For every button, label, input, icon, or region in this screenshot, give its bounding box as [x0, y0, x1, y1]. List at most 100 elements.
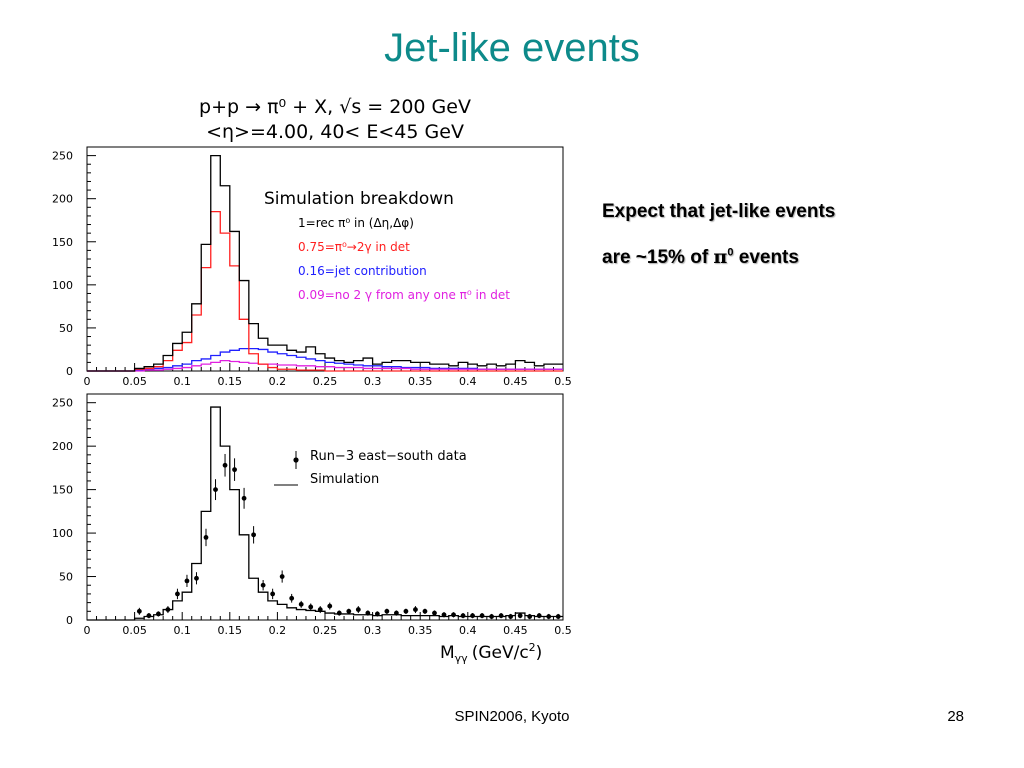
figure-panels: p+p → π⁰ + X, √s = 200 GeV <η>=4.00, 40<…	[52, 96, 572, 665]
data-point	[508, 614, 514, 619]
top-x-tick-label: 0.4	[459, 375, 477, 388]
note-line-2-prefix: are ~15% of	[602, 247, 714, 268]
xlabel-units-close: )	[536, 643, 543, 663]
data-point	[489, 614, 494, 619]
top-x-tick-label: 0.15	[218, 375, 243, 388]
top-x-tick-label: 0.1	[173, 375, 191, 388]
bottom-y-tick-label: 0	[66, 614, 73, 627]
data-point	[175, 591, 180, 597]
figure-header-line1: p+p → π⁰ + X, √s = 200 GeV	[199, 96, 471, 118]
data-point	[136, 608, 142, 614]
note-line-2-suffix: events	[733, 247, 799, 268]
data-point	[317, 607, 323, 612]
data-point	[165, 607, 171, 612]
top-x-tick-label: 0.25	[313, 375, 338, 388]
data-point	[260, 582, 266, 588]
bottom-series	[87, 406, 563, 621]
bottom-x-tick-label: 0.25	[313, 624, 338, 637]
bottom-x-tick-label: 0.35	[408, 624, 433, 637]
bottom-x-tick-label: 0.4	[459, 624, 477, 637]
series-no2g-histogram	[87, 360, 563, 372]
legend-marker-data	[293, 457, 299, 463]
data-point	[394, 610, 399, 616]
data-point	[184, 578, 190, 584]
data-point	[441, 612, 447, 618]
note-line-2: are ~15% of π0 events	[602, 246, 799, 269]
bottom-plot-frame	[86, 393, 564, 621]
data-point	[213, 487, 218, 493]
series-jet-histogram	[87, 347, 563, 372]
bottom-y-tick-label: 100	[52, 527, 73, 540]
legend-entry-data: Run−3 east−south data	[310, 449, 467, 464]
data-point	[327, 603, 333, 609]
data-point	[222, 462, 228, 468]
slide-title: Jet-like events	[384, 26, 640, 70]
top-y-tick-label: 150	[52, 236, 73, 249]
top-x-tick-label: 0.5	[554, 375, 572, 388]
data-point	[232, 467, 237, 473]
top-series	[87, 154, 563, 372]
data-point	[555, 614, 561, 619]
top-x-tick-label: 0.35	[408, 375, 433, 388]
data-point	[517, 613, 523, 619]
note-pi-symbol: π	[713, 246, 728, 268]
data-point	[346, 608, 352, 614]
top-y-tick-label: 100	[52, 279, 73, 292]
data-point	[479, 613, 485, 619]
data-point	[384, 608, 390, 614]
data-point	[298, 601, 304, 607]
bottom-axes: 0 0.05 0.1 0.15 0.2 0.25 0.3 0.35 0.4 0.45 0.5 0 50 1…	[52, 397, 572, 637]
top-x-tick-label: 0.2	[269, 375, 287, 388]
bottom-x-tick-label: 0.1	[173, 624, 191, 637]
bottom-x-tick-label: 0.2	[269, 624, 287, 637]
bottom-x-tick-label: 0.5	[554, 624, 572, 637]
legend-entry-jet: 0.16=jet contribution	[298, 264, 427, 278]
legend-entry-total: 1=rec π⁰ in (Δη,Δφ)	[298, 216, 414, 230]
series-total-histogram	[87, 154, 563, 372]
data-point	[413, 607, 418, 612]
footer-conference: SPIN2006, Kyoto	[454, 708, 570, 725]
data-point	[470, 613, 475, 619]
top-x-tick-label: 0	[84, 375, 91, 388]
data-point	[289, 595, 295, 601]
bottom-x-tick-label: 0.15	[218, 624, 243, 637]
top-y-tick-label: 200	[52, 193, 73, 206]
data-point	[460, 613, 466, 619]
data-point	[498, 613, 504, 619]
legend-entry-sim: Simulation	[310, 472, 379, 487]
xlabel-subscript: γγ	[455, 652, 469, 665]
xlabel-units-sup: 2	[529, 641, 536, 654]
footer-page-number: 28	[947, 708, 964, 725]
top-x-tick-label: 0.45	[503, 375, 528, 388]
top-legend-title: Simulation breakdown	[264, 189, 454, 209]
bottom-y-tick-label: 250	[52, 397, 73, 410]
bottom-x-tick-label: 0.45	[503, 624, 528, 637]
data-point	[451, 612, 456, 618]
xlabel-symbol: M	[440, 643, 455, 663]
note-pi-superscript: 0	[727, 246, 734, 259]
xlabel-units: (GeV/c	[472, 643, 529, 663]
data-point	[374, 611, 380, 617]
legend-entry-pi0: 0.75=π⁰→2γ in det	[298, 240, 410, 254]
data-point	[194, 575, 199, 581]
top-axes: 0 0.05 0.1 0.15 0.2 0.25 0.3 0.35 0.4 0.45 0.5 0 50 1…	[52, 150, 572, 388]
data-point	[251, 532, 256, 538]
top-x-tick-label: 0.05	[122, 375, 147, 388]
bottom-x-axis-label: Mγγ (GeV/c2)	[440, 641, 542, 665]
data-point	[308, 604, 314, 610]
data-point	[546, 614, 552, 619]
data-point	[279, 574, 285, 579]
data-point	[432, 610, 437, 616]
bottom-y-tick-label: 200	[52, 440, 73, 453]
note-line-1: Expect that jet-like events	[602, 201, 836, 222]
data-point	[422, 608, 428, 614]
data-point	[527, 614, 533, 619]
data-point	[355, 607, 361, 612]
bottom-x-tick-label: 0.3	[364, 624, 382, 637]
data-point	[365, 610, 371, 616]
figure-header-line2: <η>=4.00, 40< E<45 GeV	[206, 121, 464, 143]
data-point	[336, 610, 342, 616]
legend-entry-no2g: 0.09=no 2 γ from any one π⁰ in det	[298, 288, 510, 302]
top-y-tick-label: 50	[59, 322, 73, 335]
top-y-tick-label: 0	[66, 365, 73, 378]
